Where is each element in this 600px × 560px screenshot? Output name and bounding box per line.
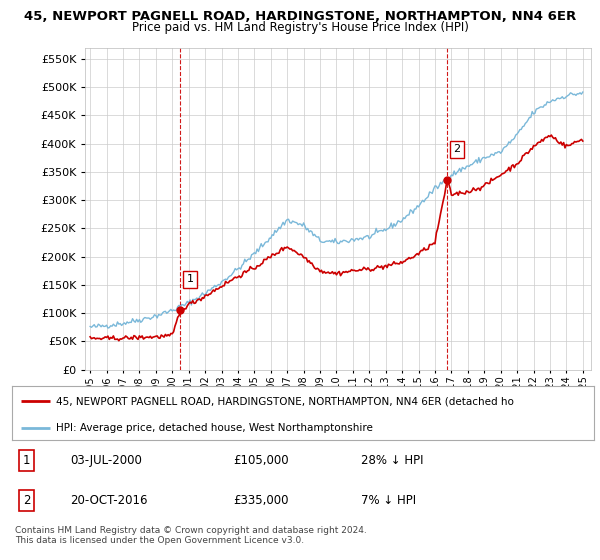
Text: 28% ↓ HPI: 28% ↓ HPI bbox=[361, 454, 424, 467]
Text: £105,000: £105,000 bbox=[233, 454, 289, 467]
Text: 2: 2 bbox=[454, 144, 461, 155]
Text: 2: 2 bbox=[23, 494, 30, 507]
Text: £335,000: £335,000 bbox=[233, 494, 289, 507]
Text: 45, NEWPORT PAGNELL ROAD, HARDINGSTONE, NORTHAMPTON, NN4 6ER (detached ho: 45, NEWPORT PAGNELL ROAD, HARDINGSTONE, … bbox=[56, 396, 514, 407]
Text: This data is licensed under the Open Government Licence v3.0.: This data is licensed under the Open Gov… bbox=[15, 536, 304, 545]
Text: 1: 1 bbox=[187, 274, 194, 284]
Text: 1: 1 bbox=[23, 454, 30, 467]
Text: 20-OCT-2016: 20-OCT-2016 bbox=[70, 494, 148, 507]
Text: 03-JUL-2000: 03-JUL-2000 bbox=[70, 454, 142, 467]
Text: 7% ↓ HPI: 7% ↓ HPI bbox=[361, 494, 416, 507]
Text: HPI: Average price, detached house, West Northamptonshire: HPI: Average price, detached house, West… bbox=[56, 423, 373, 433]
Text: Contains HM Land Registry data © Crown copyright and database right 2024.: Contains HM Land Registry data © Crown c… bbox=[15, 526, 367, 535]
Text: Price paid vs. HM Land Registry's House Price Index (HPI): Price paid vs. HM Land Registry's House … bbox=[131, 21, 469, 34]
Text: 45, NEWPORT PAGNELL ROAD, HARDINGSTONE, NORTHAMPTON, NN4 6ER: 45, NEWPORT PAGNELL ROAD, HARDINGSTONE, … bbox=[24, 10, 576, 23]
